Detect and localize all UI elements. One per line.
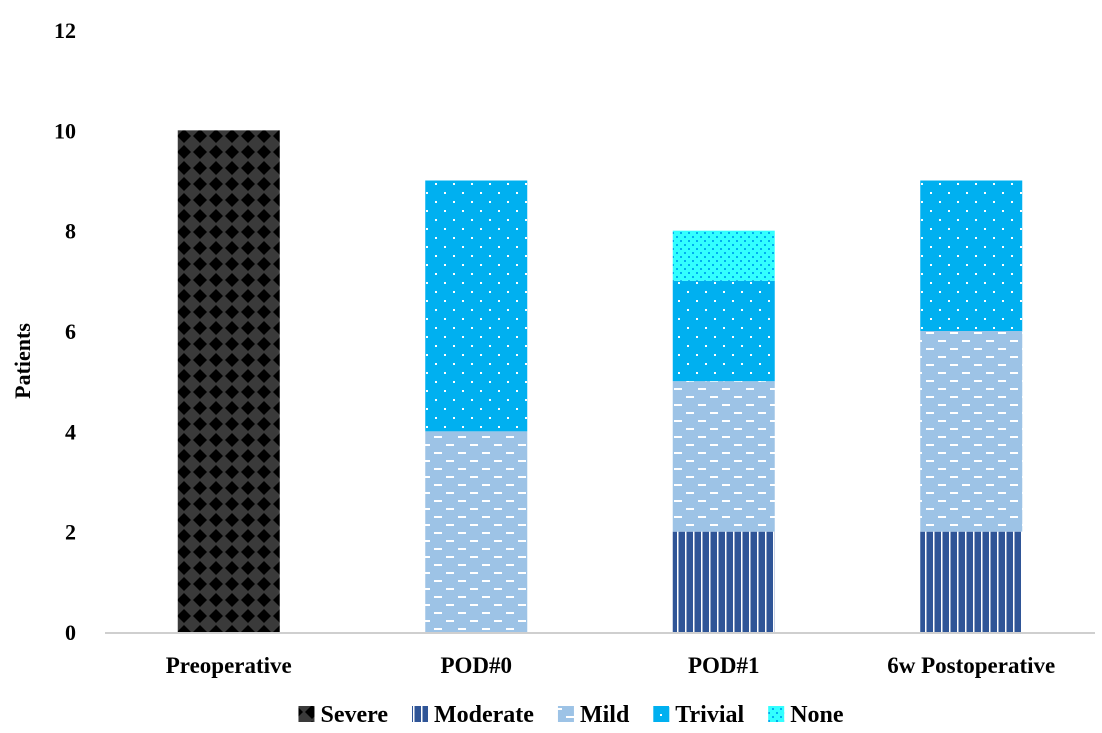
y-tick-label: 10 [54,118,76,143]
legend: Severe Moderate Mild Trivial None [298,702,844,728]
bar-moderate-6w-postoperative [920,531,1023,632]
legend-swatch [557,706,574,722]
legend-label: None [790,702,844,728]
legend-label: Severe [320,702,388,728]
y-tick-label: 12 [54,18,76,43]
legend-label: Trivial [675,702,744,728]
bar-trivial-6w-postoperative [920,180,1023,331]
legend-item-trivial: Trivial [653,702,745,728]
bars [177,130,1023,633]
x-category-label: POD#0 [440,653,512,678]
bar-moderate-pod-1 [672,531,775,632]
legend-swatch [768,706,785,722]
x-category-label: 6w Postoperative [887,653,1055,678]
legend-swatch [412,706,428,722]
y-tick-label: 2 [65,520,76,545]
y-tick-label: 8 [65,219,76,244]
legend-item-severe: Severe [298,702,388,728]
bar-trivial-pod-1 [672,280,775,382]
bar-mild-6w-postoperative [920,331,1023,532]
legend-swatch [653,706,670,722]
y-axis-ticks: 0 2 4 6 8 10 12 [54,18,76,645]
x-category-label: POD#1 [688,653,760,678]
y-tick-label: 6 [65,319,76,344]
legend-item-none: None [768,702,844,728]
bar-mild-pod-0 [425,431,528,632]
bar-none-pod-1 [672,230,775,281]
y-tick-label: 4 [65,419,76,444]
x-axis-labels: Preoperative POD#0 POD#1 6w Postoperative [166,653,1056,678]
bar-severe-preoperative [177,130,280,633]
y-axis-label: Patients [10,323,35,399]
legend-label: Mild [580,702,630,728]
legend-label: Moderate [434,702,534,728]
bar-mild-pod-1 [672,381,775,532]
bar-trivial-pod-0 [425,180,528,432]
x-category-label: Preoperative [166,653,292,678]
legend-item-mild: Mild [557,702,630,728]
legend-swatch [298,706,315,722]
legend-item-moderate: Moderate [412,702,534,728]
y-tick-label: 0 [65,620,76,645]
